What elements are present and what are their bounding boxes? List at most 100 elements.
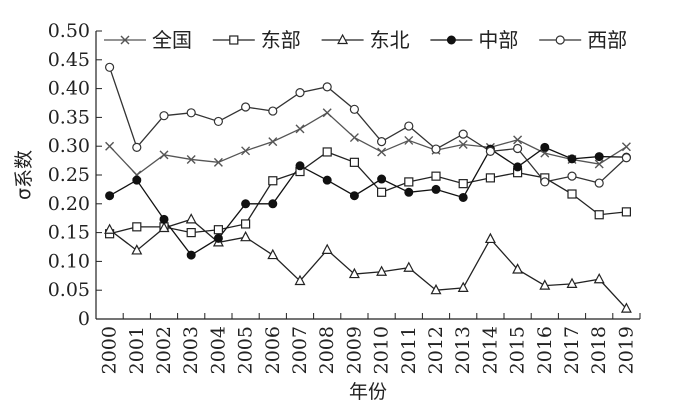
legend-item: 西部: [539, 28, 627, 52]
data-point: [348, 267, 360, 279]
data-point: [241, 219, 251, 229]
data-point: [621, 142, 631, 152]
legend-label: 西部: [587, 28, 627, 52]
data-point: [458, 139, 468, 149]
legend-marker: [555, 35, 565, 45]
x-tick-label: 2003: [180, 326, 202, 374]
data-point: [430, 283, 442, 295]
series-markers: [104, 62, 632, 313]
x-tick-label: 2017: [561, 326, 583, 374]
x-tick-label: 2019: [615, 326, 637, 374]
data-point: [132, 142, 142, 152]
data-point: [132, 175, 142, 185]
series-line-0: [109, 111, 627, 176]
x-tick-label: 2018: [588, 326, 610, 374]
x-tick-label: 2016: [534, 326, 556, 374]
legend-label: 东部: [261, 28, 301, 52]
series-line-3: [109, 146, 627, 256]
data-point: [594, 178, 604, 188]
x-tick-label: 2011: [398, 326, 420, 374]
data-point: [513, 162, 523, 172]
data-point: [131, 244, 143, 255]
data-point: [295, 124, 305, 134]
data-point: [241, 102, 251, 112]
data-point: [540, 142, 550, 152]
data-point: [377, 147, 387, 157]
data-point: [485, 146, 495, 156]
legend-item: 中部: [430, 28, 518, 52]
data-point: [186, 228, 196, 238]
legend: 全国 东部 东北 中部 西部: [104, 28, 627, 52]
data-point: [349, 157, 359, 167]
y-tick-label: 0.45: [48, 49, 90, 71]
data-point: [132, 222, 142, 232]
data-point: [159, 111, 169, 121]
data-point: [268, 106, 278, 116]
legend-marker: [120, 35, 130, 45]
data-point: [567, 154, 577, 164]
data-point: [321, 243, 333, 254]
legend-marker: [337, 33, 349, 45]
x-tick-label: 2007: [289, 326, 311, 374]
data-point: [485, 173, 495, 183]
data-point: [404, 177, 414, 187]
y-tick-label: 0.35: [48, 106, 90, 128]
data-point: [104, 62, 115, 72]
x-tick-label: 2012: [425, 326, 447, 374]
data-point: [268, 199, 278, 209]
data-point: [431, 171, 441, 181]
data-point: [268, 137, 278, 147]
data-point: [404, 121, 414, 131]
data-point: [377, 174, 387, 184]
data-point: [349, 104, 359, 114]
x-tick-label: 2014: [479, 326, 501, 374]
data-point: [594, 152, 604, 162]
legend-item: 东部: [212, 28, 301, 52]
data-point: [376, 265, 388, 276]
data-point: [294, 274, 306, 286]
y-tick-label: 0.50: [48, 20, 90, 42]
series-lines: [108, 67, 627, 310]
data-point: [377, 187, 387, 197]
data-point: [566, 277, 578, 288]
data-point: [567, 189, 577, 199]
y-tick-label: 0.05: [48, 279, 90, 301]
y-tick-label: 0.10: [48, 250, 90, 272]
data-point: [458, 179, 468, 189]
data-point: [404, 187, 414, 197]
data-point: [377, 136, 387, 147]
data-point: [404, 135, 414, 145]
data-point: [403, 261, 415, 272]
data-point: [431, 144, 441, 154]
data-point: [105, 191, 115, 201]
data-point: [213, 233, 223, 243]
data-point: [159, 214, 169, 224]
data-point: [512, 263, 524, 274]
x-tick-label: 2005: [235, 326, 257, 374]
y-tick-label: 0.20: [48, 193, 90, 215]
y-tick-label: 0.40: [48, 78, 90, 100]
data-point: [540, 177, 550, 187]
data-point: [241, 199, 251, 209]
x-tick-label: 2004: [207, 326, 229, 374]
data-point: [105, 141, 115, 151]
data-point: [620, 302, 632, 313]
data-point: [322, 175, 332, 185]
x-tick-label: 2001: [126, 326, 148, 374]
y-tick-label: 0.15: [48, 222, 90, 244]
legend-marker: [229, 35, 239, 45]
data-point: [484, 232, 496, 244]
axes: 0 0.05 0.10 0.15 0.20 0.25 0.30 0.35 0.40 0.45 0.5…: [48, 20, 641, 374]
data-point: [241, 146, 251, 156]
data-point: [268, 176, 278, 186]
data-point: [186, 108, 196, 118]
data-point: [240, 230, 252, 242]
x-tick-label: 2015: [507, 326, 529, 374]
data-point: [431, 184, 441, 194]
y-tick-label: 0: [78, 308, 90, 330]
data-point: [457, 281, 469, 292]
data-point: [458, 192, 468, 202]
x-tick-label: 2013: [452, 326, 474, 374]
legend-label: 全国: [152, 28, 192, 52]
